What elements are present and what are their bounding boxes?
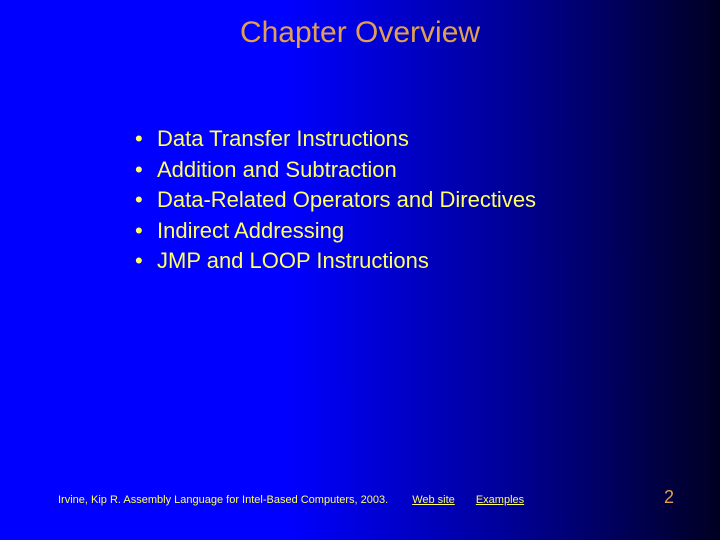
bullet-item: • Data-Related Operators and Directives	[135, 186, 536, 215]
bullet-icon: •	[135, 186, 143, 215]
bullet-text: Indirect Addressing	[157, 218, 344, 243]
slide: Chapter Overview • Data Transfer Instruc…	[0, 0, 720, 540]
bullet-text: Addition and Subtraction	[157, 157, 397, 182]
slide-footer: Irvine, Kip R. Assembly Language for Int…	[0, 487, 720, 508]
footer-links: Web site Examples	[412, 494, 542, 506]
bullet-text: Data Transfer Instructions	[157, 126, 409, 151]
bullet-item: • Data Transfer Instructions	[135, 125, 536, 154]
bullet-icon: •	[135, 217, 143, 246]
bullet-item: • JMP and LOOP Instructions	[135, 247, 536, 276]
bullet-list: • Data Transfer Instructions • Addition …	[135, 125, 536, 278]
website-link[interactable]: Web site	[412, 494, 455, 506]
citation-text: Irvine, Kip R. Assembly Language for Int…	[58, 494, 388, 506]
bullet-icon: •	[135, 156, 143, 185]
bullet-text: JMP and LOOP Instructions	[157, 248, 429, 273]
bullet-icon: •	[135, 247, 143, 276]
bullet-icon: •	[135, 125, 143, 154]
bullet-text: Data-Related Operators and Directives	[157, 187, 536, 212]
examples-link[interactable]: Examples	[476, 494, 524, 506]
page-number: 2	[664, 487, 674, 508]
bullet-item: • Addition and Subtraction	[135, 156, 536, 185]
bullet-item: • Indirect Addressing	[135, 217, 536, 246]
slide-title: Chapter Overview	[0, 16, 720, 50]
